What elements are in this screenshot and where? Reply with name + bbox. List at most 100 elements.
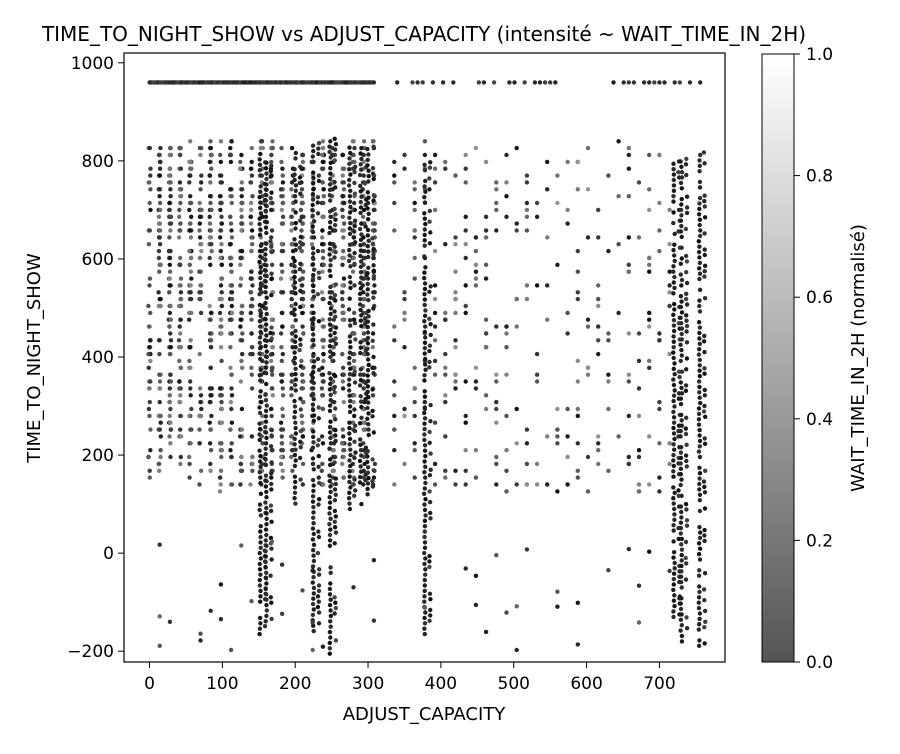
data-point bbox=[331, 468, 336, 473]
data-point bbox=[353, 423, 358, 428]
data-point bbox=[269, 207, 274, 213]
data-point bbox=[257, 168, 262, 173]
data-point bbox=[463, 468, 468, 473]
data-point bbox=[352, 180, 357, 186]
data-point bbox=[279, 159, 284, 165]
data-point bbox=[678, 455, 684, 461]
data-point bbox=[310, 321, 315, 326]
data-point bbox=[422, 286, 428, 292]
data-point bbox=[264, 171, 269, 176]
data-point bbox=[321, 358, 326, 364]
data-point bbox=[352, 477, 357, 482]
data-point bbox=[292, 404, 298, 409]
data-point bbox=[347, 334, 353, 339]
data-point bbox=[616, 434, 621, 439]
data-point bbox=[340, 180, 345, 185]
data-point bbox=[258, 286, 263, 292]
data-point bbox=[280, 324, 285, 329]
data-point bbox=[157, 173, 162, 178]
data-point bbox=[427, 165, 433, 170]
data-point bbox=[365, 233, 370, 238]
data-point bbox=[249, 331, 254, 336]
data-point bbox=[361, 173, 366, 178]
data-point bbox=[359, 415, 364, 420]
data-point bbox=[327, 430, 333, 435]
data-point bbox=[249, 248, 254, 254]
data-point bbox=[371, 207, 377, 213]
data-point bbox=[310, 375, 315, 380]
data-point bbox=[264, 295, 269, 300]
data-point bbox=[258, 491, 264, 496]
data-point bbox=[636, 620, 642, 625]
data-point bbox=[352, 428, 358, 434]
data-point bbox=[319, 434, 325, 439]
data-point bbox=[269, 244, 274, 249]
data-point bbox=[366, 238, 371, 243]
data-point bbox=[328, 570, 333, 575]
data-point bbox=[257, 426, 263, 432]
data-point bbox=[392, 379, 397, 384]
data-point bbox=[328, 160, 333, 165]
data-point bbox=[671, 183, 677, 188]
data-point bbox=[361, 331, 367, 336]
data-point bbox=[257, 405, 262, 410]
data-point bbox=[316, 480, 322, 486]
data-point bbox=[671, 496, 676, 501]
data-point bbox=[423, 567, 428, 572]
data-point bbox=[342, 200, 347, 206]
data-point bbox=[483, 214, 489, 219]
data-point bbox=[332, 158, 337, 163]
data-point bbox=[358, 248, 364, 253]
data-point bbox=[258, 184, 263, 189]
data-point bbox=[187, 221, 193, 226]
data-point bbox=[293, 188, 298, 193]
data-point bbox=[148, 166, 153, 171]
data-point bbox=[352, 321, 358, 326]
data-point bbox=[197, 441, 202, 446]
data-point bbox=[585, 317, 591, 322]
data-point bbox=[219, 180, 224, 185]
data-point bbox=[392, 338, 397, 343]
data-point bbox=[297, 277, 303, 283]
data-point bbox=[565, 207, 570, 213]
data-point bbox=[177, 214, 182, 219]
data-point bbox=[157, 159, 163, 165]
data-point bbox=[218, 139, 224, 144]
data-point bbox=[292, 274, 297, 280]
data-point bbox=[228, 365, 233, 370]
data-point bbox=[311, 283, 316, 289]
data-point bbox=[258, 270, 263, 275]
data-point bbox=[315, 200, 320, 205]
data-point bbox=[263, 246, 268, 252]
data-point bbox=[293, 183, 299, 188]
x-axis-label: ADJUST_CAPACITY bbox=[343, 704, 507, 725]
data-point bbox=[328, 155, 333, 160]
data-point bbox=[626, 145, 631, 151]
data-point bbox=[332, 309, 337, 314]
data-point bbox=[311, 337, 316, 342]
data-point bbox=[352, 240, 358, 245]
data-point bbox=[147, 399, 152, 405]
data-point bbox=[269, 413, 274, 419]
data-point bbox=[250, 296, 255, 302]
data-point bbox=[422, 545, 428, 550]
data-point bbox=[157, 386, 163, 391]
data-point bbox=[311, 521, 316, 526]
plot-area bbox=[123, 52, 726, 663]
data-point bbox=[179, 434, 184, 439]
data-point bbox=[248, 200, 254, 206]
data-point bbox=[178, 262, 183, 267]
data-point bbox=[671, 398, 676, 404]
data-point bbox=[279, 145, 284, 151]
data-point bbox=[340, 207, 345, 213]
data-point bbox=[293, 372, 298, 377]
data-point bbox=[415, 80, 420, 85]
data-point bbox=[423, 610, 428, 615]
data-point bbox=[327, 408, 333, 414]
data-point bbox=[504, 331, 509, 336]
data-point bbox=[512, 80, 517, 85]
data-point bbox=[365, 416, 370, 421]
data-point bbox=[257, 507, 262, 513]
data-point bbox=[423, 221, 428, 227]
data-point bbox=[366, 249, 371, 254]
